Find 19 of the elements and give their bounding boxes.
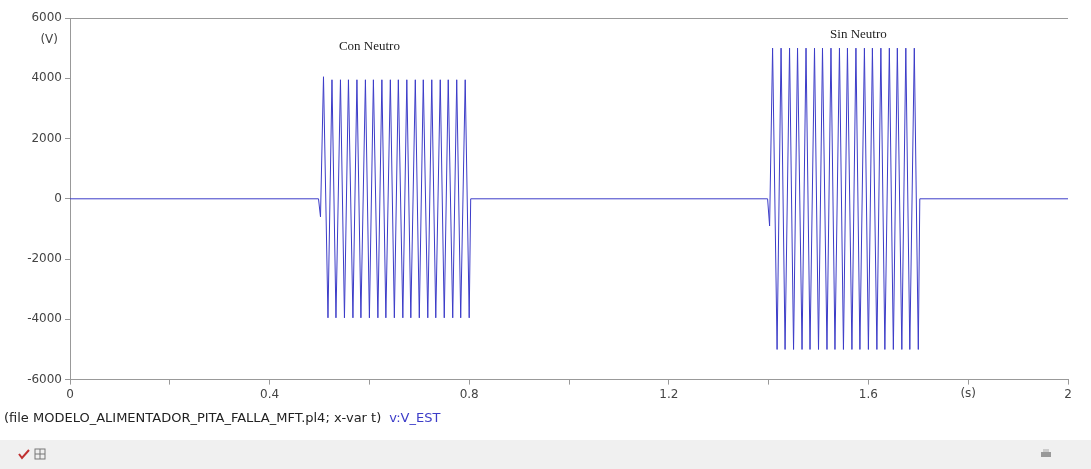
y-tick-label: 4000 [31, 70, 62, 85]
y-tick-label: -6000 [27, 371, 62, 386]
y-tick-label: -4000 [27, 311, 62, 326]
x-axis-title: (s) [960, 385, 977, 400]
x-tick-label: 0.4 [260, 386, 280, 401]
y-tick-label: 0 [54, 190, 62, 205]
y-axis-title: (V) [40, 32, 58, 47]
x-tick-label: 0.8 [459, 386, 479, 401]
x-tick-label: 2 [1064, 386, 1072, 401]
text: (file MODELO_ALIMENTADOR_PITA_FALLA_MFT.pl4; x-var t) [4, 410, 382, 425]
y-tick-label: -2000 [27, 251, 62, 266]
y-tick-label: 6000 [31, 10, 62, 25]
x-tick-label: 0 [66, 386, 74, 401]
annotation: Con Neutro [338, 38, 400, 54]
x-tick-label: 1.6 [858, 386, 878, 401]
y-tick-label: 2000 [31, 130, 62, 145]
annotation: Sin Neutro [830, 25, 887, 41]
x-tick-label: 1.2 [659, 386, 679, 401]
text: v:V_EST [389, 410, 441, 425]
